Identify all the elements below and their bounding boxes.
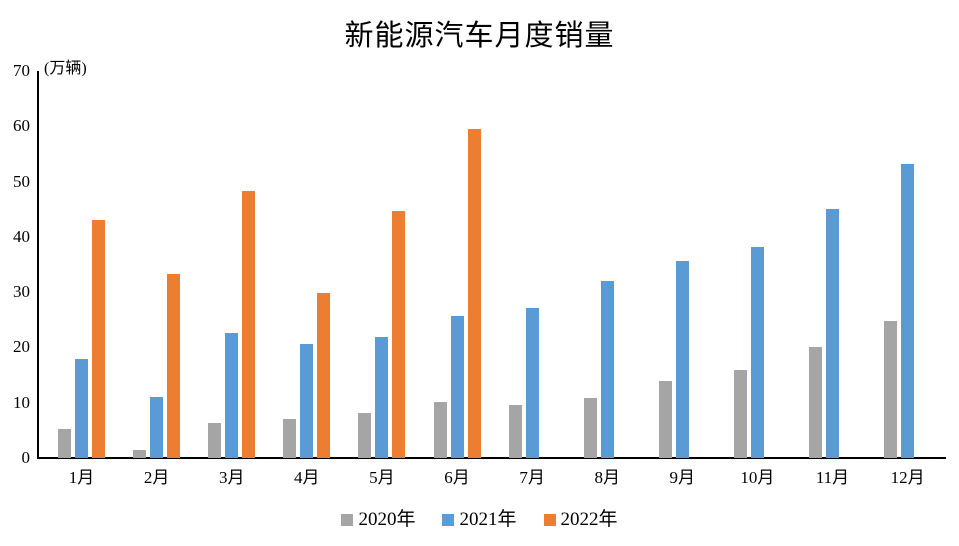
plot-area: [38, 71, 943, 458]
legend-item-2021年: 2021年: [442, 509, 517, 531]
bar-2022年-1月: [92, 219, 105, 458]
bar-2020年-11月: [809, 347, 822, 458]
bar-2021年-4月: [300, 344, 314, 458]
bar-2021年-8月: [600, 280, 614, 458]
bar-2022年-4月: [317, 292, 331, 458]
bar-2020年-4月: [283, 418, 297, 458]
x-tick-label-10月: 10月: [740, 468, 775, 487]
x-tick-label-5月: 5月: [369, 468, 395, 487]
y-tick-label-50: 50: [13, 171, 30, 191]
legend-swatch-icon: [341, 514, 354, 526]
x-tick-label-6月: 6月: [444, 468, 470, 487]
bar-2020年-8月: [583, 398, 597, 458]
x-tick-label-3月: 3月: [218, 468, 245, 487]
bar-2021年-10月: [750, 246, 764, 458]
x-axis-line: [37, 457, 946, 459]
chart-title: 新能源汽车月度销量: [344, 20, 615, 52]
legend-item-2022年: 2022年: [543, 509, 618, 531]
bar-2021年-1月: [75, 359, 88, 458]
x-tick-label-8月: 8月: [594, 468, 620, 487]
x-tick-label-7月: 7月: [519, 468, 545, 487]
legend-label: 2021年: [459, 509, 517, 530]
bar-2020年-3月: [208, 422, 222, 458]
y-tick-label-0: 0: [21, 448, 31, 467]
bar-2020年-5月: [358, 413, 372, 458]
x-tick-label-9月: 9月: [669, 468, 696, 487]
x-tick-label-11月: 11月: [815, 468, 850, 487]
bar-2021年-2月: [150, 397, 164, 458]
y-tick-label-40: 40: [13, 226, 30, 246]
bar-2021年-11月: [826, 209, 839, 458]
bar-2021年-7月: [525, 308, 539, 458]
bar-2022年-6月: [467, 128, 481, 458]
x-tick-label-4月: 4月: [294, 468, 320, 487]
bar-2020年-12月: [884, 320, 898, 458]
bar-2020年-1月: [58, 429, 71, 458]
y-tick-label-10: 10: [13, 392, 30, 412]
legend-label: 2022年: [560, 509, 618, 530]
bar-2020年-7月: [508, 404, 522, 458]
legend-label: 2020年: [358, 509, 416, 530]
y-tick-label-60: 60: [13, 116, 30, 136]
bar-2020年-6月: [433, 401, 447, 458]
y-tick-label-20: 20: [13, 337, 30, 357]
y-axis-line: [37, 71, 39, 459]
bar-2021年-12月: [901, 164, 915, 458]
legend-item-2020年: 2020年: [341, 509, 415, 531]
bar-2022年-2月: [167, 273, 181, 458]
y-tick-label-30: 30: [13, 282, 30, 302]
y-axis-unit-label: (万辆): [44, 60, 87, 77]
bar-2021年-5月: [375, 337, 389, 458]
legend-swatch-icon: [442, 514, 455, 526]
bar-2022年-5月: [392, 210, 406, 458]
x-tick-label-12月: 12月: [890, 468, 925, 487]
bar-2020年-10月: [733, 369, 747, 458]
bar-2021年-6月: [450, 316, 464, 458]
bar-2022年-3月: [242, 190, 256, 458]
bar-2021年-9月: [675, 261, 689, 458]
x-tick-label-2月: 2月: [143, 468, 170, 487]
legend: 2020年 2021年 2022年: [0, 509, 959, 531]
legend-swatch-icon: [543, 514, 556, 526]
x-tick-label-1月: 1月: [68, 468, 95, 487]
bar-2020年-9月: [658, 380, 672, 458]
bar-2020年-2月: [133, 449, 147, 458]
y-tick-label-70: 70: [13, 61, 30, 80]
bar-2021年-3月: [225, 333, 239, 458]
